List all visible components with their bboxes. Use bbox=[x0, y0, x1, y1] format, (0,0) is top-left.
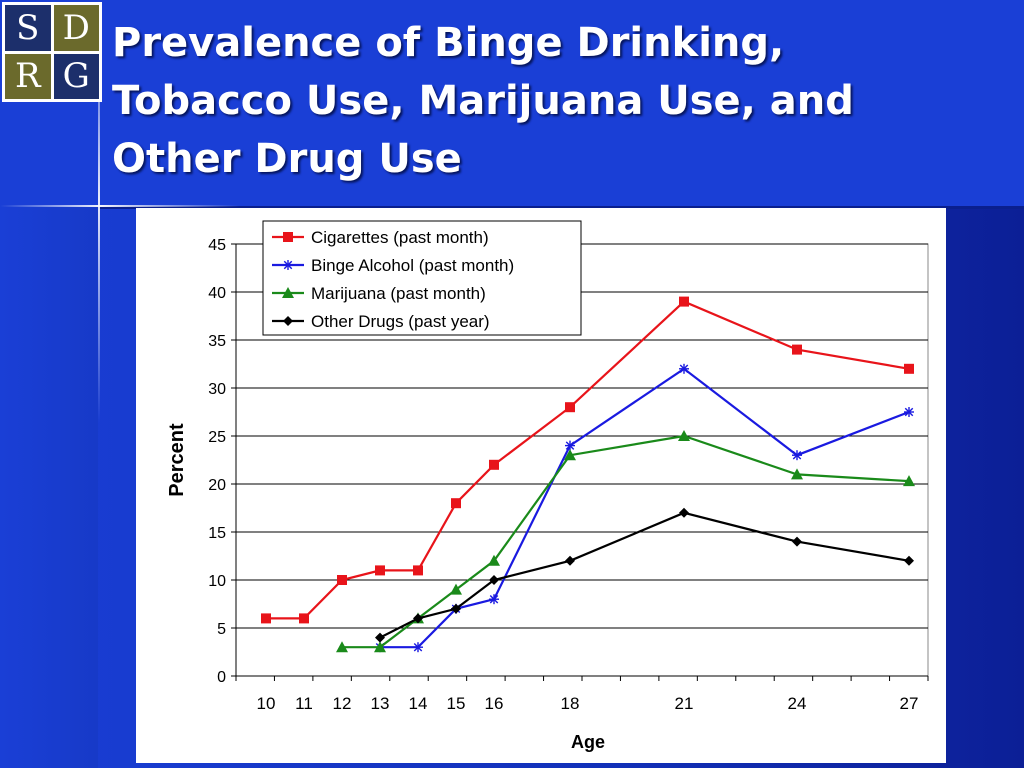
series-1-point-1-stroke-3 bbox=[413, 642, 423, 652]
chart-panel: 0 5 10 15 20 25 30 35 40 45 10 11 12 13 14 15 16 18 21 24 2… bbox=[136, 208, 946, 763]
legend-swatch-marker-2 bbox=[282, 287, 294, 298]
series-3-point-7 bbox=[904, 555, 914, 566]
series-3-point-2 bbox=[451, 603, 461, 614]
logo-letter-d: D bbox=[53, 5, 99, 51]
slide-title-line-3: Other Drug Use bbox=[112, 136, 462, 182]
decorative-horizontal-line bbox=[0, 205, 240, 207]
x-tick-label-13: 13 bbox=[371, 694, 390, 713]
x-tick-label-12: 12 bbox=[333, 694, 352, 713]
y-tick-label-30: 30 bbox=[208, 381, 226, 398]
series-1-point-4-stroke-3 bbox=[565, 441, 575, 450]
logo-letter-s: S bbox=[5, 5, 51, 51]
series-1-point-6-stroke-3 bbox=[792, 450, 802, 460]
legend-box bbox=[262, 220, 582, 336]
series-3-point-3 bbox=[489, 575, 499, 585]
series-0-point-3 bbox=[375, 565, 385, 576]
series-2-point-7 bbox=[791, 468, 803, 480]
x-axis-label: Age bbox=[571, 732, 605, 752]
x-tick-label-18: 18 bbox=[561, 694, 580, 713]
series-1-point-1 bbox=[413, 642, 423, 653]
y-tick-label-25: 25 bbox=[208, 429, 226, 446]
series-2-point-4 bbox=[488, 554, 500, 566]
slide-title-line-1: Prevalence of Binge Drinking, bbox=[112, 20, 785, 66]
y-tick-label-45: 45 bbox=[208, 237, 226, 254]
x-tick-label-15: 15 bbox=[447, 694, 466, 713]
series-0-point-7 bbox=[565, 402, 575, 413]
series-0-point-6 bbox=[489, 459, 499, 470]
y-tick-label-35: 35 bbox=[208, 333, 226, 350]
series-2-point-8 bbox=[903, 475, 915, 487]
slide-title-line-2: Tobacco Use, Marijuana Use, and bbox=[112, 78, 854, 124]
series-0-point-1 bbox=[299, 613, 309, 624]
series-2-point-0 bbox=[336, 641, 348, 653]
y-tick-label-15: 15 bbox=[208, 525, 226, 542]
series-3-point-1 bbox=[413, 613, 423, 624]
series-0-point-2 bbox=[337, 575, 347, 585]
legend-label-1: Binge Alcohol (past month) bbox=[311, 256, 514, 275]
y-axis-label: Percent bbox=[166, 423, 188, 497]
series-1-point-3 bbox=[489, 594, 499, 605]
gridlines bbox=[236, 243, 928, 629]
y-tick-label-5: 5 bbox=[217, 621, 226, 638]
series-2-point-3 bbox=[450, 583, 462, 595]
y-tick-label-40: 40 bbox=[208, 285, 226, 302]
series-1-point-3-stroke-3 bbox=[489, 594, 499, 604]
series-0-point-5 bbox=[451, 498, 461, 509]
logo-letter-r: R bbox=[5, 53, 51, 99]
legend-swatch-marker-0 bbox=[283, 232, 293, 242]
sdrg-logo: S D R G bbox=[2, 2, 102, 102]
title-band bbox=[0, 0, 1024, 209]
legend-swatch-marker-1-stroke-3 bbox=[283, 260, 293, 270]
series-3-point-5 bbox=[679, 507, 689, 518]
series-3-point-0 bbox=[375, 632, 385, 643]
series-3-point-4 bbox=[565, 555, 575, 566]
series-1-point-6 bbox=[792, 450, 802, 461]
y-axis-ticks: 0 5 10 15 20 25 30 35 40 45 bbox=[208, 237, 237, 686]
legend-label-0: Cigarettes (past month) bbox=[311, 228, 489, 247]
series-1-point-5 bbox=[679, 363, 689, 374]
series-1-point-5-stroke-3 bbox=[679, 364, 689, 374]
series-1-point-7 bbox=[904, 407, 914, 417]
y-tick-label-0: 0 bbox=[217, 669, 226, 686]
x-tick-label-21: 21 bbox=[675, 694, 694, 713]
slide-title: Prevalence of Binge Drinking, Tobacco Us… bbox=[112, 14, 992, 188]
x-tick-label-27: 27 bbox=[900, 694, 919, 713]
series-2-point-6 bbox=[678, 430, 690, 441]
series-0-point-9 bbox=[792, 344, 802, 355]
series-0-point-10 bbox=[904, 363, 914, 374]
decorative-vertical-line bbox=[98, 0, 100, 768]
series-1-point-7-stroke-3 bbox=[904, 407, 914, 417]
legend-swatch-marker-1 bbox=[283, 260, 293, 270]
legend-label-2: Marijuana (past month) bbox=[311, 284, 486, 303]
series-line-1 bbox=[380, 367, 910, 649]
x-tick-label-10: 10 bbox=[257, 694, 276, 713]
legend-label-3: Other Drugs (past year) bbox=[311, 312, 490, 331]
x-tick-label-16: 16 bbox=[485, 694, 504, 713]
chart-legend: Cigarettes (past month) Binge Alcohol (pa… bbox=[262, 220, 582, 336]
left-strip bbox=[0, 206, 98, 768]
y-tick-label-10: 10 bbox=[208, 573, 226, 590]
series-layer bbox=[261, 296, 915, 653]
x-tick-label-24: 24 bbox=[788, 694, 807, 713]
series-line-3 bbox=[379, 511, 910, 639]
x-tick-label-14: 14 bbox=[409, 694, 428, 713]
series-0-point-8 bbox=[679, 296, 689, 307]
logo-letter-g: G bbox=[53, 53, 99, 99]
line-chart: 0 5 10 15 20 25 30 35 40 45 10 11 12 13 14 15 16 18 21 24 2… bbox=[166, 220, 929, 752]
y-tick-label-20: 20 bbox=[208, 477, 226, 494]
series-0-point-0 bbox=[261, 613, 271, 624]
series-0-point-4 bbox=[413, 565, 423, 576]
series-3-point-6 bbox=[792, 536, 802, 547]
series-2-point-5 bbox=[564, 449, 576, 461]
series-1-point-4 bbox=[565, 440, 575, 451]
legend-swatch-marker-3 bbox=[283, 316, 293, 326]
series-2-point-1 bbox=[374, 641, 386, 653]
x-tick-label-11: 11 bbox=[295, 694, 313, 713]
x-axis-ticks: 10 11 12 13 14 15 16 18 21 24 27 bbox=[235, 675, 929, 713]
